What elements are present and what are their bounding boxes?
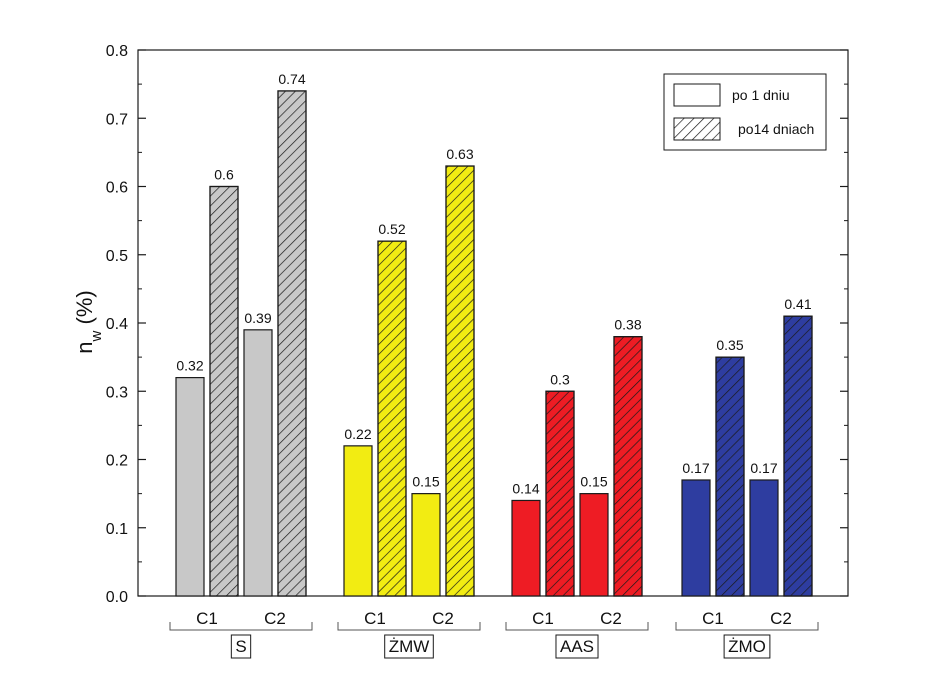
x-group-label-box	[230, 634, 252, 659]
x-subgroup-label: C2	[264, 609, 286, 628]
x-group-label-box	[555, 634, 599, 659]
x-subgroup-label: C2	[770, 609, 792, 628]
bar-value-label: 0.15	[412, 474, 439, 490]
bar-hatch-overlay	[377, 240, 407, 597]
y-tick-label: 0.5	[106, 248, 128, 265]
bar	[511, 499, 541, 597]
bar-value-label: 0.22	[344, 426, 371, 442]
bar	[175, 377, 205, 597]
bar-value-label: 0.52	[378, 221, 405, 237]
legend-swatch-hatched	[673, 117, 721, 141]
bar-value-label: 0.38	[614, 317, 641, 333]
bar-value-label: 0.74	[278, 71, 305, 87]
bar-value-label: 0.14	[512, 480, 539, 496]
group-bracket	[505, 622, 649, 631]
axes: 0.0 0.1 0.2 0.3 0.4 0.5 0.6 0.7 0.8	[106, 43, 849, 606]
bar-value-label: 0.17	[682, 460, 709, 476]
bar-hatch-overlay	[445, 165, 475, 597]
group-bracket	[337, 622, 481, 631]
legend: po 1 dniu po14 dniach	[663, 73, 827, 151]
bar-value-label: 0.41	[784, 296, 811, 312]
x-subgroup-label: C1	[196, 609, 218, 628]
bar-value-label: 0.32	[176, 358, 203, 374]
legend-swatch-solid	[673, 83, 721, 107]
bar-value-label: 0.15	[580, 474, 607, 490]
group-bracket	[675, 622, 819, 631]
bar-value-label: 0.63	[446, 146, 473, 162]
bar-hatch-overlay	[209, 185, 239, 597]
x-subgroup-label: C1	[532, 609, 554, 628]
bar	[681, 479, 711, 597]
x-group-label-box	[384, 634, 434, 659]
bars	[175, 90, 813, 597]
bar	[343, 445, 373, 597]
y-tick-label: 0.8	[106, 43, 128, 60]
bar-hatch-overlay	[277, 90, 307, 597]
y-tick-label: 0.0	[106, 589, 128, 606]
x-group-label: AAS	[560, 637, 594, 656]
y-tick-label: 0.6	[106, 180, 128, 197]
bar	[749, 479, 779, 597]
y-tick-label: 0.1	[106, 521, 128, 538]
bar-hatch-overlay	[715, 356, 745, 597]
bar	[411, 493, 441, 597]
bar-value-labels: 0.32 0.6 0.39 0.74 0.22 0.52 0.15 0.63 0.14 0.3 0.…	[176, 71, 811, 497]
bar-value-label: 0.3	[550, 371, 570, 387]
x-subgroup-label: C2	[432, 609, 454, 628]
bar	[243, 329, 273, 597]
bar-hatch-overlay	[613, 336, 643, 597]
x-group-label: S	[235, 637, 246, 656]
bar-value-label: 0.6	[214, 167, 234, 183]
x-group-label: ŻMO	[728, 637, 766, 656]
bar-hatch-overlay	[545, 390, 575, 597]
y-tick-label: 0.4	[106, 316, 128, 333]
bar-value-label: 0.17	[750, 460, 777, 476]
x-group-label-box	[723, 634, 771, 659]
x-subgroup-label: C2	[600, 609, 622, 628]
bar-value-label: 0.39	[244, 310, 271, 326]
bar-hatch-overlay	[783, 315, 813, 597]
legend-label-solid: po 1 dniu	[732, 87, 790, 103]
x-group-label: ŻMW	[389, 637, 430, 656]
bar	[579, 493, 609, 597]
x-subgroup-label: C1	[702, 609, 724, 628]
bar-value-label: 0.35	[716, 337, 743, 353]
y-tick-label: 0.7	[106, 111, 128, 128]
y-axis-title: nw (%)	[72, 290, 105, 353]
y-tick-label: 0.3	[106, 384, 128, 401]
legend-label-hatched: po14 dniach	[738, 121, 814, 137]
group-bracket	[169, 622, 313, 631]
x-subgroup-label: C1	[364, 609, 386, 628]
y-tick-label: 0.2	[106, 453, 128, 470]
